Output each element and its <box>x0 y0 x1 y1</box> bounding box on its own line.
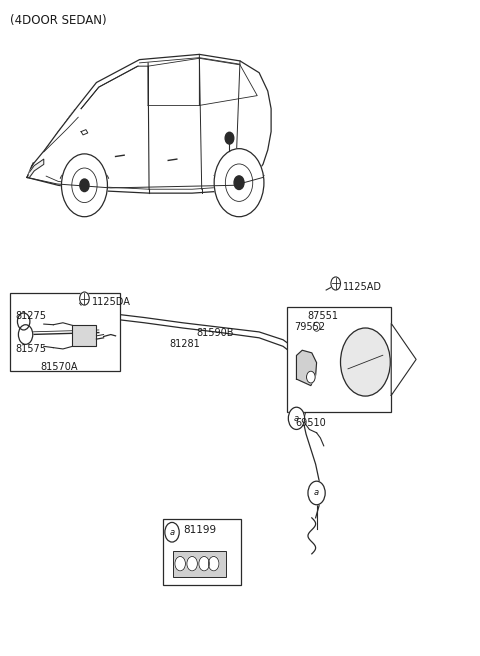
Text: a: a <box>314 489 319 497</box>
Circle shape <box>307 371 315 383</box>
Text: 81590B: 81590B <box>196 328 233 338</box>
Text: 81575: 81575 <box>15 344 46 354</box>
Bar <box>163 519 241 584</box>
Circle shape <box>214 149 264 216</box>
Circle shape <box>199 556 209 571</box>
Circle shape <box>288 407 305 430</box>
Text: 1125DA: 1125DA <box>92 297 131 307</box>
Text: (4DOOR SEDAN): (4DOOR SEDAN) <box>10 14 107 27</box>
Circle shape <box>17 313 30 330</box>
Text: a: a <box>294 414 299 423</box>
Circle shape <box>187 556 197 571</box>
Circle shape <box>308 482 325 504</box>
Circle shape <box>208 556 219 571</box>
Text: 81199: 81199 <box>183 525 216 535</box>
Circle shape <box>234 176 244 190</box>
Bar <box>72 325 96 346</box>
Text: a: a <box>169 527 175 537</box>
Circle shape <box>18 325 33 344</box>
Polygon shape <box>81 130 88 135</box>
Text: 79552: 79552 <box>295 321 326 332</box>
Text: 1125AD: 1125AD <box>343 283 383 293</box>
Circle shape <box>225 133 234 144</box>
Text: 81281: 81281 <box>169 339 200 350</box>
Polygon shape <box>27 54 271 193</box>
Bar <box>10 293 120 371</box>
Polygon shape <box>391 323 416 396</box>
Circle shape <box>165 522 179 542</box>
Circle shape <box>340 328 390 396</box>
Text: 81275: 81275 <box>15 311 46 321</box>
Circle shape <box>80 179 89 192</box>
Circle shape <box>175 556 185 571</box>
Bar <box>287 307 391 412</box>
Circle shape <box>80 292 89 305</box>
Circle shape <box>61 154 108 216</box>
Text: 87551: 87551 <box>307 311 338 321</box>
Circle shape <box>331 277 340 290</box>
Bar <box>173 550 226 577</box>
Text: 81570A: 81570A <box>40 362 77 372</box>
Polygon shape <box>297 350 317 386</box>
Polygon shape <box>29 159 44 177</box>
Text: 69510: 69510 <box>296 418 326 428</box>
